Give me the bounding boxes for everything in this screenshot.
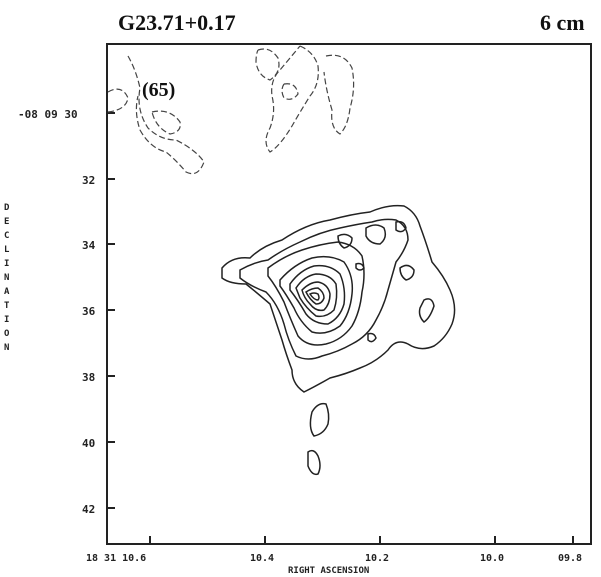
source-title: G23.71+0.17 [118, 10, 236, 35]
svg-text:I: I [4, 259, 9, 269]
x-tick-label: 09.8 [558, 553, 582, 564]
y-axis-title: D E C L I N A T I O N [4, 203, 10, 353]
svg-text:I: I [4, 315, 9, 325]
svg-text:C: C [4, 231, 9, 241]
x-ticks [149, 536, 574, 544]
y-tick-label: 34 [82, 239, 96, 252]
y-tick-label: 36 [82, 305, 96, 318]
svg-text:A: A [4, 287, 10, 297]
x-tick-label: 10.4 [250, 553, 274, 564]
y-tick-label: -08 09 30 [18, 108, 78, 121]
y-tick-label: 32 [82, 174, 95, 187]
y-tick-label: 38 [82, 371, 95, 384]
svg-text:L: L [4, 245, 10, 255]
svg-text:N: N [4, 343, 9, 353]
x-axis-title: RIGHT ASCENSION [288, 566, 369, 576]
y-ticks [107, 112, 115, 509]
x-tick-label: 10.2 [365, 553, 389, 564]
svg-text:E: E [4, 217, 9, 227]
plot-frame [106, 43, 592, 545]
x-tick-label: 10.0 [480, 553, 504, 564]
band-label: 6 cm [540, 10, 585, 35]
emission-contours [221, 204, 456, 476]
y-tick-label: 40 [82, 437, 95, 450]
panel-label: (65) [142, 79, 175, 101]
svg-text:D: D [4, 203, 10, 213]
y-tick-label: 42 [82, 503, 95, 516]
x-tick-label: 18 31 10.6 [86, 553, 146, 564]
svg-text:T: T [4, 301, 10, 311]
svg-text:O: O [4, 329, 10, 339]
negative-contours [107, 45, 355, 175]
svg-text:N: N [4, 273, 9, 283]
